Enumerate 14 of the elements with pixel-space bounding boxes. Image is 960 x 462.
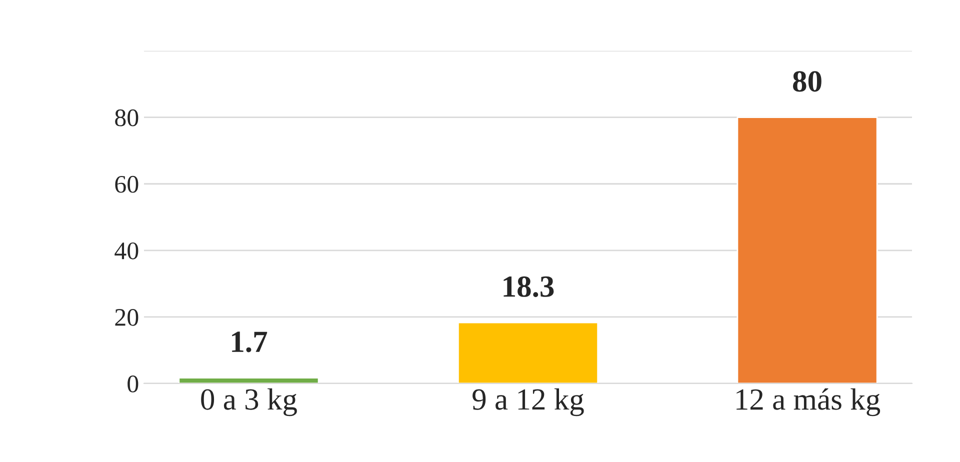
y-tick-label: 20 <box>115 308 138 326</box>
bar <box>457 322 599 384</box>
data-label: 18.3 <box>504 276 554 298</box>
bar <box>178 377 320 384</box>
y-tick-label: 60 <box>115 176 138 193</box>
y-tick-label: 0 <box>128 376 138 392</box>
x-tick-label: 9 a 12 kg <box>472 388 584 416</box>
y-tick-label: 80 <box>115 109 138 126</box>
x-tick-label: 12 a más kg <box>736 388 880 416</box>
x-tick-label: 0 a 3 kg <box>201 388 297 416</box>
y-tick-label: 40 <box>114 242 138 260</box>
data-label: 1.7 <box>232 332 268 352</box>
bar <box>736 116 878 384</box>
data-label: 80 <box>793 71 822 92</box>
